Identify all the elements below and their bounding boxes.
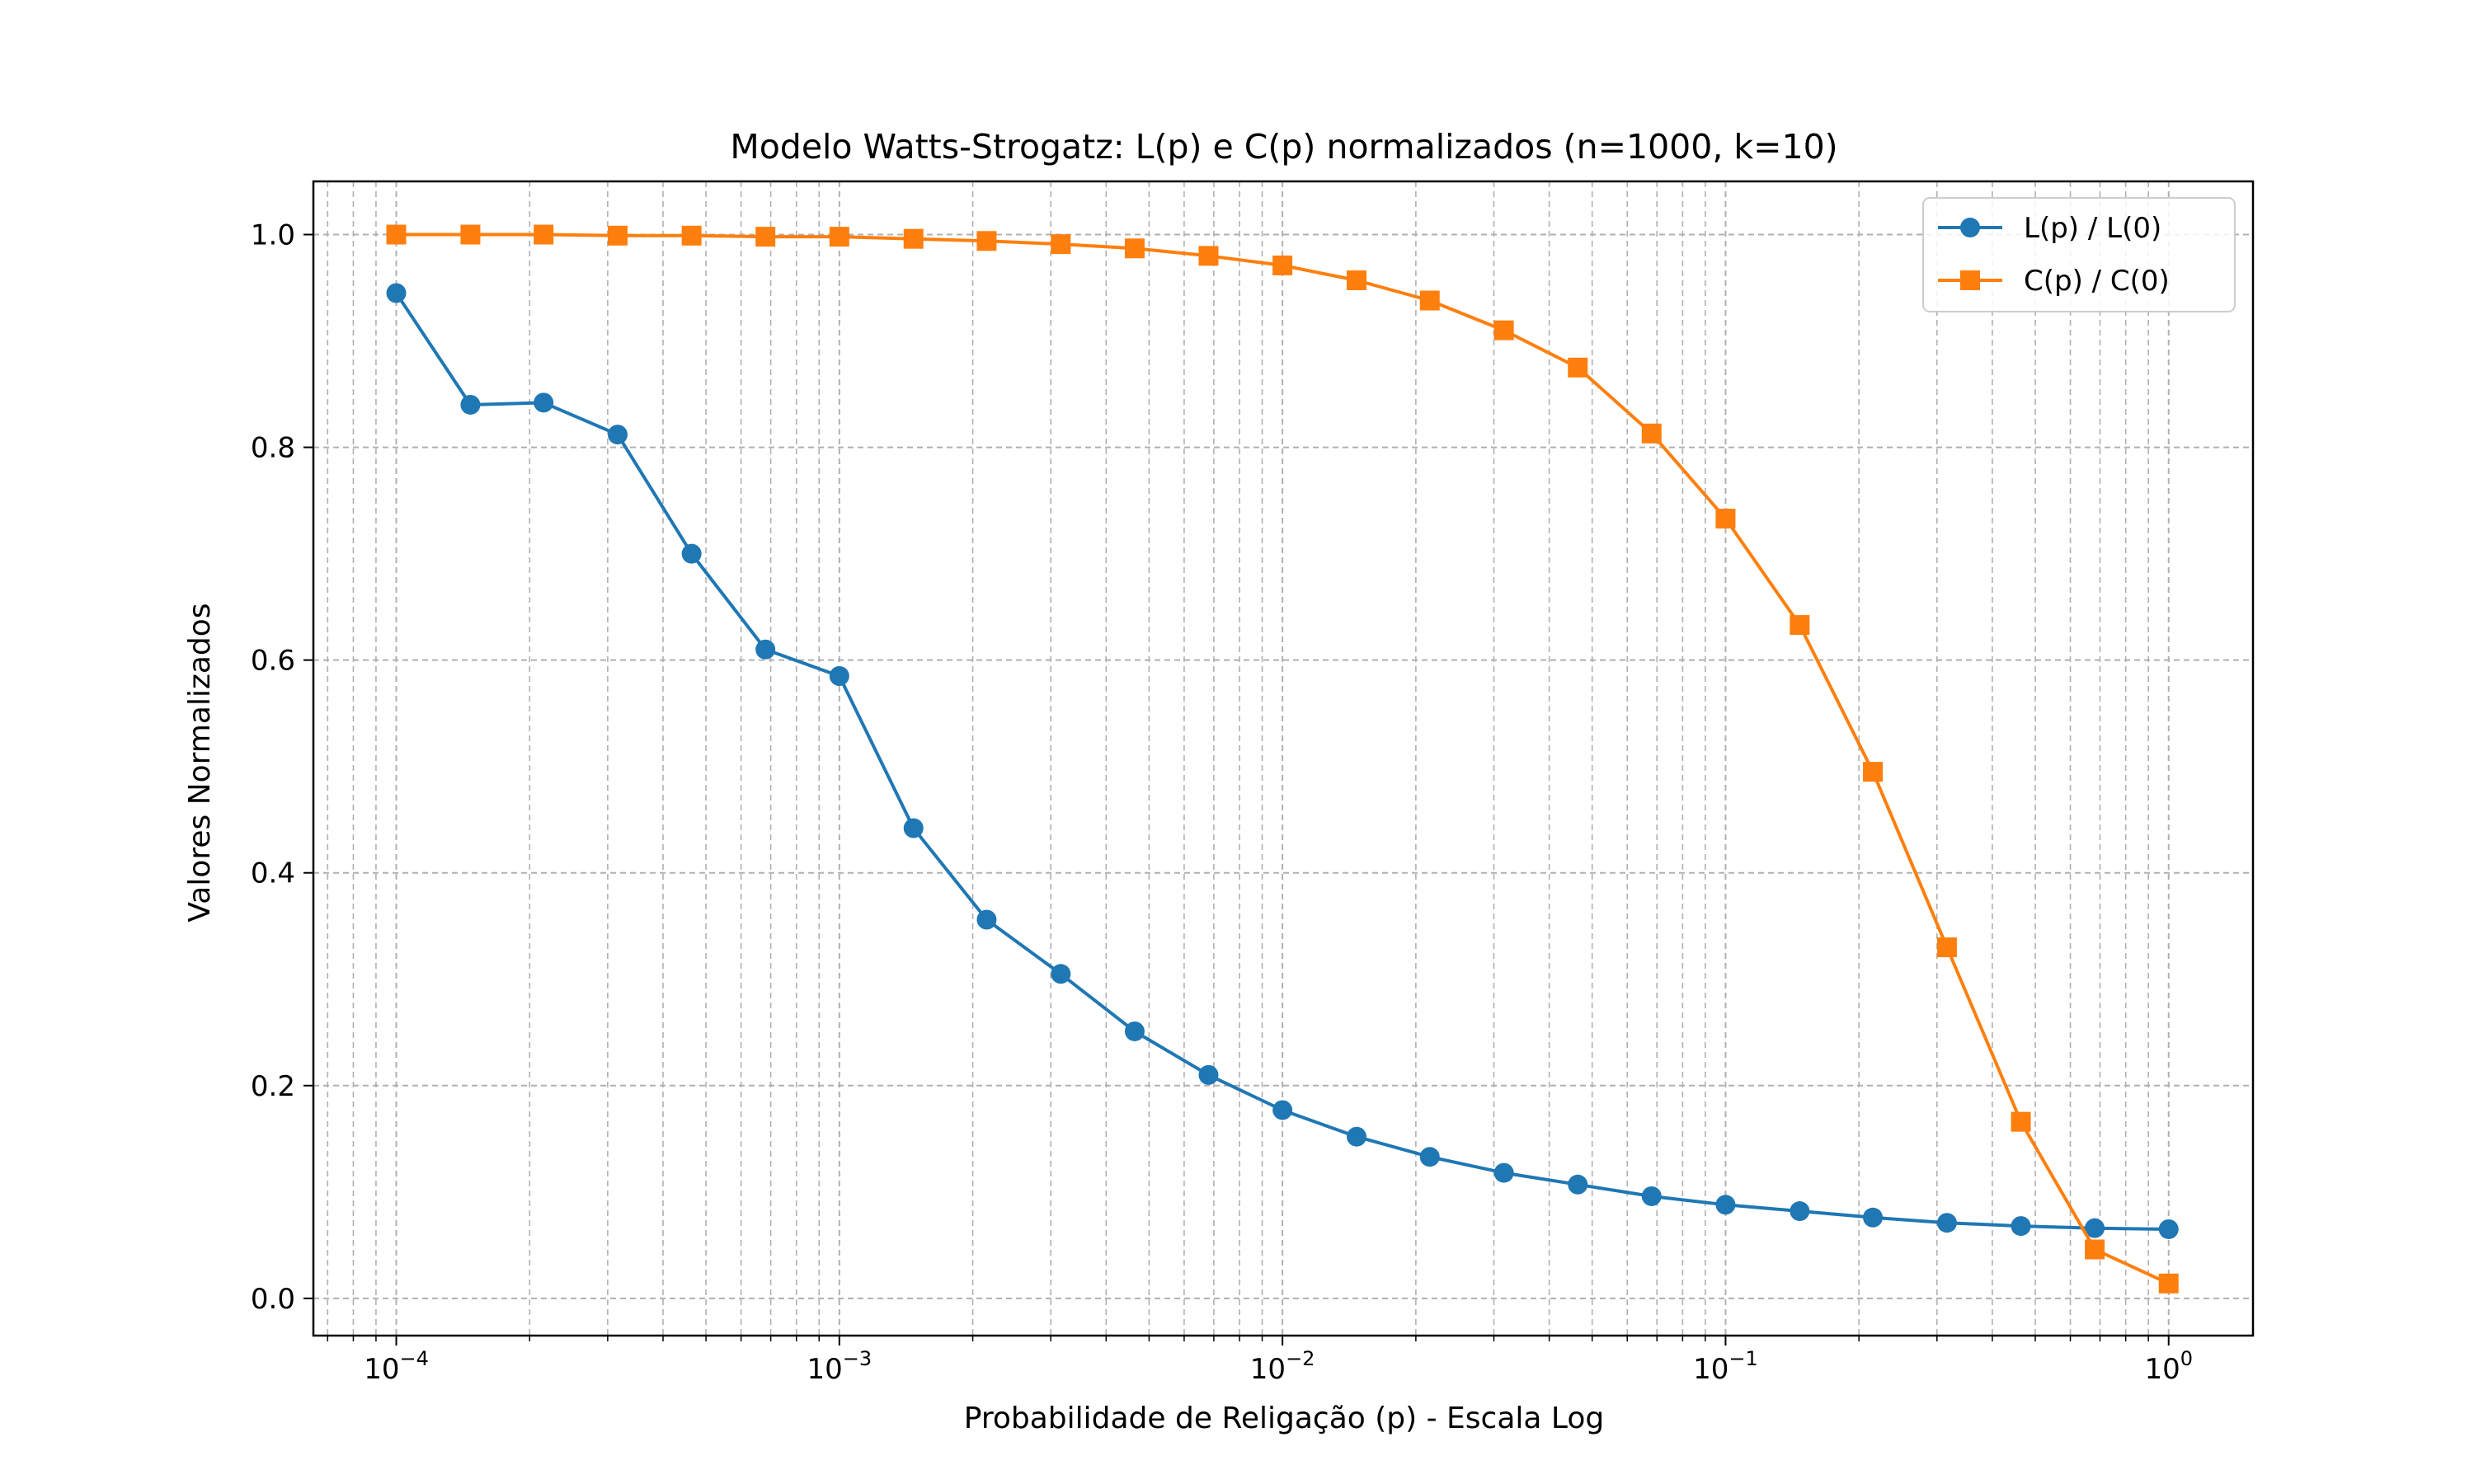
data-point [1419, 290, 1440, 311]
axis-layer: 0.0 0.2 0.4 0.6 0.8 1.0 10−4 10−3 10−2 10−1 100 [251, 219, 2193, 1386]
legend-label: L(p) / L(0) [2024, 212, 2161, 245]
legend-item: L(p) / L(0) [1938, 212, 2161, 245]
y-tick-label: 0.0 [251, 1283, 295, 1316]
data-point [386, 224, 407, 245]
data-point [1790, 1201, 1810, 1222]
data-point [681, 225, 702, 246]
data-point [755, 227, 776, 247]
data-point [1863, 1207, 1884, 1228]
data-point [1272, 1100, 1293, 1120]
data-point [2085, 1218, 2105, 1238]
data-point [1051, 234, 1071, 255]
data-point [1641, 1186, 1662, 1206]
chart-title: Modelo Watts-Strogatz: L(p) e C(p) norma… [730, 127, 1837, 167]
data-point [755, 639, 776, 660]
data-point [1419, 1147, 1440, 1167]
data-point [903, 228, 924, 249]
data-point [608, 225, 628, 246]
data-point [903, 818, 924, 838]
data-point [1936, 937, 1957, 958]
data-point [2011, 1216, 2031, 1237]
data-point [1568, 357, 1588, 378]
data-point [1124, 1021, 1145, 1041]
y-tick-label: 0.2 [251, 1070, 295, 1103]
data-point [829, 666, 849, 686]
data-point [460, 224, 481, 245]
series-1 [386, 283, 2179, 1239]
x-tick-label: 10−1 [1693, 1347, 1758, 1386]
data-point [608, 425, 628, 445]
data-point [1124, 238, 1145, 259]
data-point [1493, 320, 1514, 340]
data-point [976, 909, 997, 930]
y-tick-label: 0.6 [251, 645, 295, 678]
x-tick-label: 10−3 [807, 1347, 872, 1386]
data-point [1198, 246, 1219, 266]
data-point [1347, 1126, 1367, 1147]
data-point [2158, 1219, 2179, 1239]
data-point [1715, 1195, 1736, 1215]
y-tick-label: 0.8 [251, 432, 295, 465]
data-point [2085, 1239, 2105, 1260]
data-point [1347, 270, 1367, 290]
data-point [1863, 762, 1884, 782]
data-point [534, 392, 554, 413]
y-tick-label: 1.0 [251, 219, 295, 252]
legend-item: C(p) / C(0) [1938, 265, 2170, 298]
x-tick-label: 100 [2144, 1347, 2193, 1386]
legend: L(p) / L(0) C(p) / C(0) [1922, 197, 2236, 312]
data-point [1715, 509, 1736, 529]
data-point [1051, 964, 1071, 984]
data-point [1790, 615, 1810, 636]
data-point [2158, 1273, 2179, 1294]
y-axis-label: Valores Normalizados [183, 603, 217, 922]
data-point [1198, 1064, 1219, 1085]
data-point [1936, 1213, 1957, 1233]
y-tick-label: 0.4 [251, 857, 295, 890]
data-point [976, 231, 997, 251]
x-tick-label: 10−2 [1250, 1347, 1315, 1386]
data-point [1493, 1162, 1514, 1183]
data-point [2011, 1111, 2031, 1132]
data-point [1568, 1174, 1588, 1195]
data-point [1641, 423, 1662, 444]
series-layer [386, 224, 2179, 1294]
data-point [460, 394, 481, 415]
series-2 [386, 224, 2179, 1294]
legend-marker [1960, 270, 1980, 290]
data-point [829, 227, 849, 247]
legend-label: C(p) / C(0) [2024, 265, 2170, 298]
data-point [681, 543, 702, 564]
data-point [386, 283, 407, 303]
x-axis-label: Probabilidade de Religação (p) - Escala … [964, 1402, 1604, 1435]
legend-marker [1960, 218, 1980, 237]
data-point [1272, 255, 1293, 275]
data-point [534, 224, 554, 245]
x-tick-label: 10−4 [364, 1347, 429, 1386]
